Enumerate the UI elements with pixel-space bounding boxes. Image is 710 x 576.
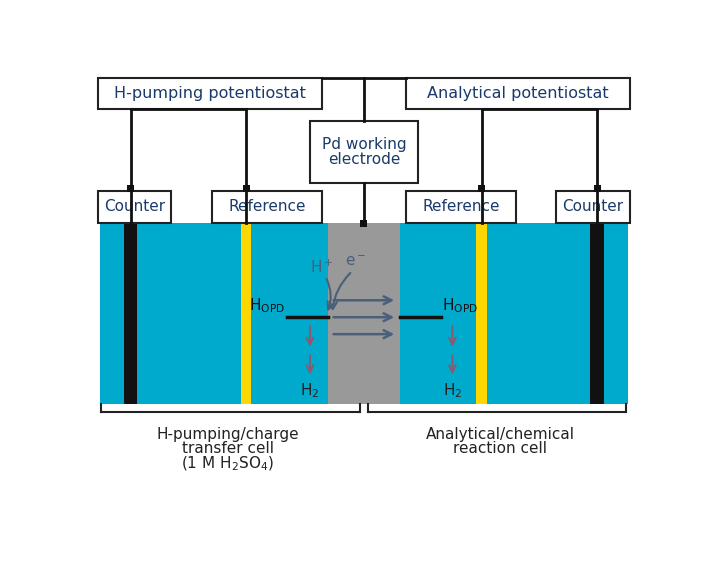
- Text: H$_2$: H$_2$: [300, 381, 320, 400]
- Text: transfer cell: transfer cell: [182, 441, 273, 456]
- Bar: [98, 78, 322, 109]
- Text: H$_{\mathsf{OPD}}$: H$_{\mathsf{OPD}}$: [442, 296, 479, 315]
- Text: (1 M H$_2$SO$_4$): (1 M H$_2$SO$_4$): [181, 455, 274, 473]
- Text: reaction cell: reaction cell: [453, 441, 547, 456]
- Text: Analytical/chemical: Analytical/chemical: [426, 427, 574, 442]
- Text: Analytical potentiostat: Analytical potentiostat: [427, 86, 608, 101]
- Bar: [241, 223, 251, 404]
- Text: H$_{\mathsf{OPD}}$: H$_{\mathsf{OPD}}$: [249, 296, 285, 315]
- Bar: [98, 191, 171, 223]
- Text: Counter: Counter: [562, 199, 623, 214]
- Bar: [557, 191, 630, 223]
- Text: Counter: Counter: [104, 199, 165, 214]
- Bar: [594, 185, 601, 192]
- Bar: [100, 223, 628, 404]
- Bar: [476, 223, 487, 404]
- Text: H-pumping potentiostat: H-pumping potentiostat: [114, 86, 306, 101]
- Text: H-pumping/charge: H-pumping/charge: [156, 427, 299, 442]
- Bar: [406, 191, 515, 223]
- Bar: [212, 191, 322, 223]
- Bar: [590, 223, 604, 404]
- Text: H$^+$: H$^+$: [310, 259, 333, 276]
- Text: Reference: Reference: [228, 199, 305, 214]
- Bar: [310, 122, 417, 183]
- Text: e$^-$: e$^-$: [346, 254, 367, 269]
- Bar: [124, 223, 138, 404]
- Bar: [361, 219, 367, 226]
- Bar: [479, 185, 485, 192]
- Text: Pd working: Pd working: [322, 137, 406, 152]
- Bar: [328, 223, 400, 404]
- Bar: [127, 185, 134, 192]
- Text: Reference: Reference: [422, 199, 500, 214]
- Bar: [406, 78, 630, 109]
- Bar: [243, 185, 249, 192]
- Text: H$_2$: H$_2$: [443, 381, 462, 400]
- Text: electrode: electrode: [328, 153, 400, 168]
